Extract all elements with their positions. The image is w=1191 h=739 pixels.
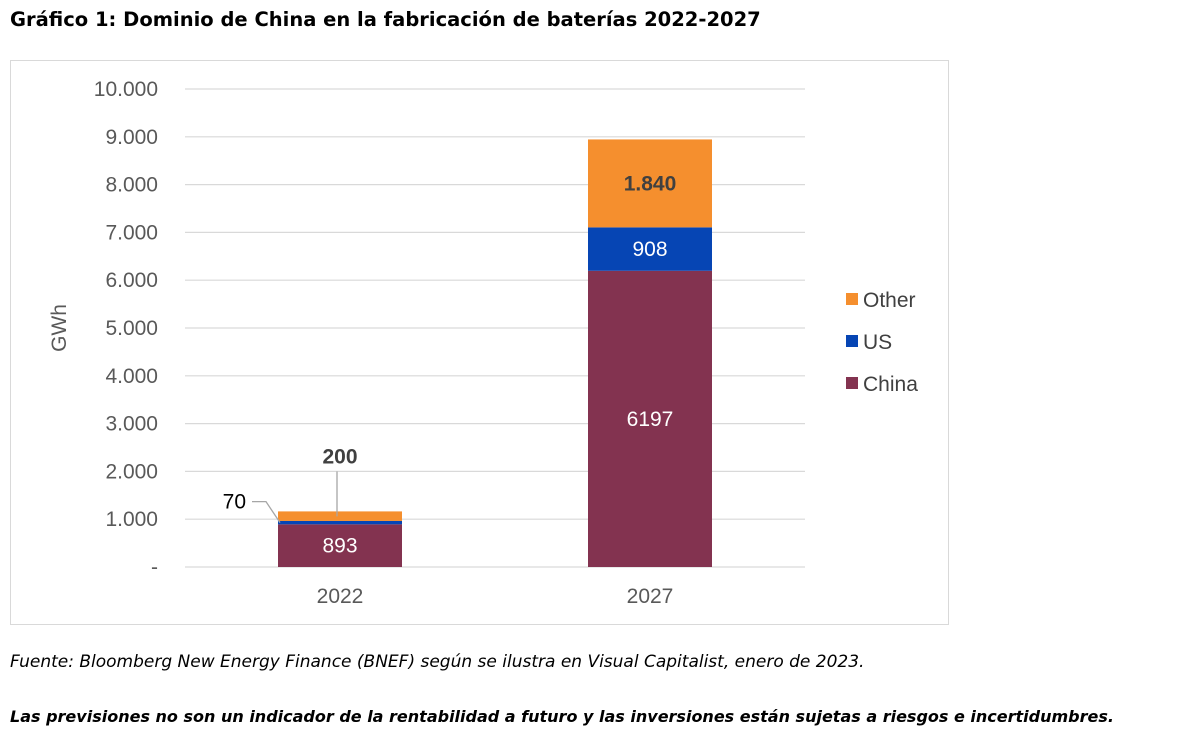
legend-label-other: Other (863, 289, 916, 312)
y-axis-title: GWh (48, 304, 71, 352)
y-tick-label: 6.000 (105, 269, 158, 292)
bar-segment-other (278, 511, 402, 521)
data-label: 200 (322, 445, 357, 468)
x-tick-label: 2027 (627, 585, 674, 608)
legend-swatch-us (846, 335, 858, 347)
y-tick-label: 2.000 (105, 460, 158, 483)
y-tick-label: 9.000 (105, 126, 158, 149)
source-note: Fuente: Bloomberg New Energy Finance (BN… (10, 652, 865, 672)
bar-segment-china (278, 524, 402, 567)
y-tick-label: 1.000 (105, 508, 158, 531)
y-tick-label: 3.000 (105, 413, 158, 436)
disclaimer-note: Las previsiones no son un indicador de l… (10, 707, 1114, 726)
bar-segment-china (588, 270, 712, 567)
bar-segment-us (588, 227, 712, 271)
data-label: 893 (322, 535, 357, 558)
y-tick-label: 4.000 (105, 365, 158, 388)
chart-frame (10, 60, 949, 625)
bar-segment-other (588, 139, 712, 228)
x-tick-label: 2022 (317, 585, 364, 608)
y-tick-label: 7.000 (105, 221, 158, 244)
legend-swatch-other (846, 293, 858, 305)
data-label: 1.840 (624, 172, 677, 195)
y-tick-label: 10.000 (94, 78, 158, 101)
legend-label-us: US (863, 331, 892, 354)
y-tick-label: 8.000 (105, 174, 158, 197)
chart-title: Gráfico 1: Dominio de China en la fabric… (10, 8, 761, 31)
y-tick-label: 5.000 (105, 317, 158, 340)
data-label: 70 (223, 491, 246, 514)
data-label: 6197 (627, 408, 674, 431)
legend-swatch-china (846, 377, 858, 389)
legend-label-china: China (863, 373, 918, 396)
data-label: 908 (632, 238, 667, 261)
bar-segment-us (278, 520, 402, 525)
y-tick-label: - (151, 556, 158, 579)
leader-line (252, 500, 281, 524)
